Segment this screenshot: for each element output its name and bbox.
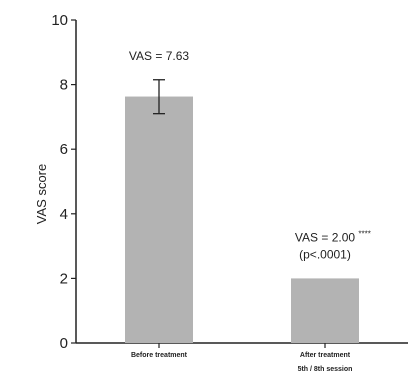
y-tick-label: 0 xyxy=(60,335,68,352)
data-label: (p<.0001) xyxy=(299,247,351,261)
x-tick-sublabel: 5th / 8th session xyxy=(298,366,353,373)
data-label: VAS = 2.00 xyxy=(295,230,355,244)
bars xyxy=(125,79,359,344)
data-label: VAS = 7.63 xyxy=(129,49,189,63)
labels: Before treatment After treatment 5th / 8th… xyxy=(129,49,371,373)
bar xyxy=(125,96,193,344)
y-tick-label: 2 xyxy=(60,270,68,287)
y-axis-label: VAS score xyxy=(34,164,49,224)
x-tick-label: After treatment xyxy=(300,352,351,359)
significance-marker: **** xyxy=(358,229,370,238)
x-tick-label: Before treatment xyxy=(131,352,188,359)
y-tick-label: 10 xyxy=(51,12,68,29)
y-tick-label: 8 xyxy=(60,77,68,94)
bar xyxy=(291,278,359,343)
y-tick-label: 6 xyxy=(60,141,68,158)
y-tick-label: 4 xyxy=(60,206,68,223)
